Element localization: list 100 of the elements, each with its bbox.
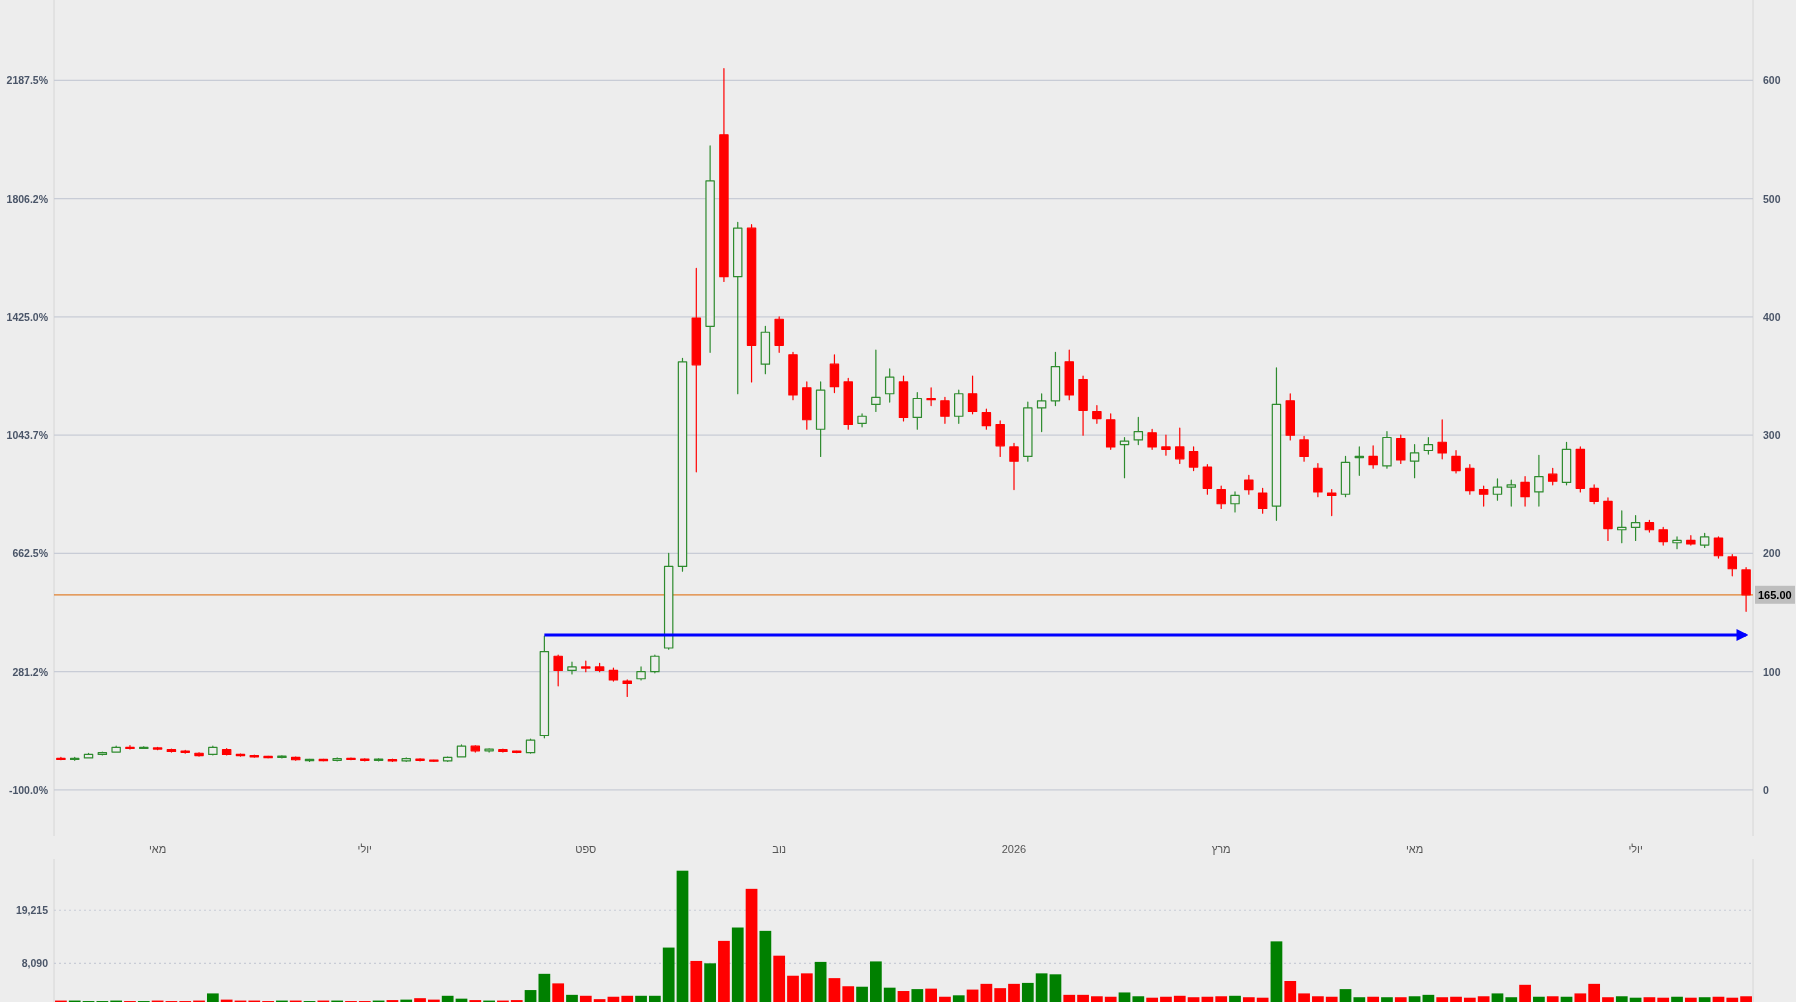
bar (731, 927, 744, 1002)
candlestick (705, 145, 715, 353)
bar (1187, 997, 1200, 1002)
candlestick (332, 757, 342, 762)
bar (1118, 992, 1131, 1002)
candlestick (1368, 445, 1378, 469)
bar (1519, 984, 1531, 1002)
bar (662, 947, 675, 1002)
bar (1394, 997, 1407, 1002)
candlestick (677, 357, 688, 572)
candlestick (415, 757, 425, 762)
bar (773, 955, 786, 1002)
bar (911, 989, 924, 1002)
bar (745, 888, 758, 1002)
candlestick (166, 748, 177, 753)
bar (1312, 996, 1324, 1002)
candlestick (1092, 404, 1102, 424)
candlestick (843, 377, 853, 430)
bar (690, 960, 703, 1002)
candlestick (97, 751, 108, 756)
x-tick-label: יולי (1628, 843, 1643, 855)
bar (952, 995, 965, 1002)
bar (814, 961, 827, 1002)
candlestick (1465, 464, 1475, 495)
bar (1270, 941, 1283, 1002)
candlestick (608, 667, 619, 682)
candlestick (636, 666, 646, 681)
candlestick (553, 654, 563, 687)
candlestick (884, 368, 895, 403)
bar (206, 993, 219, 1002)
bar (1021, 982, 1034, 1002)
y2-tick-label: 300 (1763, 429, 1781, 442)
candlestick (663, 552, 674, 650)
bar (1684, 997, 1697, 1002)
candlestick (1423, 436, 1434, 455)
candlestick (1023, 401, 1033, 462)
bar (718, 940, 730, 1002)
candlestick (788, 351, 798, 401)
candlestick (898, 375, 909, 422)
candlestick (581, 660, 591, 673)
x-tick-label: 2026 (1001, 843, 1027, 855)
bar (1463, 997, 1476, 1002)
candlestick (760, 325, 771, 375)
candlestick (69, 756, 80, 761)
bar (1035, 973, 1048, 1002)
candlestick (1672, 536, 1682, 550)
bar (649, 995, 661, 1002)
candlestick (940, 396, 950, 424)
candlestick (152, 746, 163, 751)
candlestick (401, 757, 411, 763)
y-tick-label: 1806.2% (6, 192, 49, 205)
candlestick (139, 746, 149, 750)
bar (939, 996, 951, 1002)
bar (1491, 993, 1504, 1002)
bar (524, 990, 537, 1002)
candlestick (1699, 532, 1710, 549)
bar (441, 995, 454, 1002)
y-tick-label: 8,090 (21, 957, 49, 970)
bar (1671, 996, 1683, 1002)
bar (1049, 974, 1062, 1002)
bar (1284, 980, 1297, 1002)
candlestick (622, 679, 632, 698)
y2-tick-label: 0 (1763, 783, 1769, 796)
bar (980, 983, 993, 1002)
candlestick (1313, 462, 1323, 498)
candlestick (1175, 427, 1185, 465)
bar (1160, 996, 1172, 1002)
bar (1063, 994, 1076, 1002)
candlestick (1713, 536, 1724, 559)
bar (1298, 993, 1310, 1002)
x-tick-label: מרץ (1211, 843, 1231, 855)
candlestick (1561, 441, 1572, 486)
bar (856, 986, 868, 1002)
candlestick (746, 224, 757, 383)
candlestick (539, 635, 550, 739)
candlestick (1630, 514, 1641, 541)
bar (1422, 994, 1435, 1002)
candlestick (567, 661, 577, 675)
candlestick (857, 413, 867, 428)
bar (966, 989, 979, 1002)
y-tick-label: 19,215 (15, 904, 49, 917)
candlestick (263, 755, 273, 759)
candlestick (346, 757, 356, 761)
bar (1533, 996, 1545, 1002)
candlestick (1036, 393, 1047, 433)
candlestick (1492, 478, 1503, 501)
bar (1505, 997, 1518, 1002)
candlestick (429, 759, 439, 763)
candlestick (1064, 349, 1074, 401)
bar (1657, 997, 1670, 1002)
y-tick-label: -100.0% (8, 783, 49, 796)
bar (414, 998, 426, 1002)
candlestick (1147, 428, 1157, 450)
candlestick (1534, 454, 1544, 507)
candlestick (719, 67, 729, 283)
candlestick (525, 738, 536, 754)
y-tick-label: 662.5% (12, 547, 49, 560)
bar (1367, 996, 1380, 1002)
candlestick (1658, 526, 1668, 546)
candlestick (1216, 485, 1226, 510)
